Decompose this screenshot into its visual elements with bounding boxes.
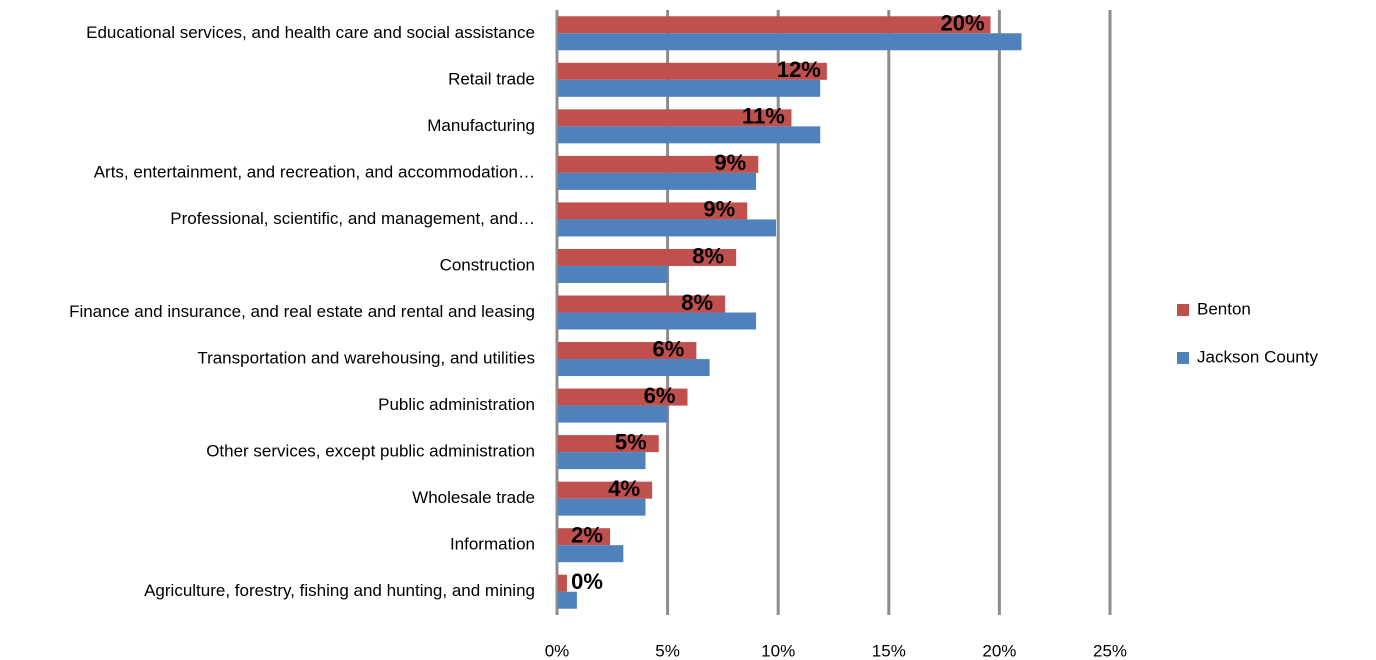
data-label: 9% bbox=[714, 150, 746, 175]
bar bbox=[557, 528, 611, 546]
bar bbox=[557, 202, 748, 220]
y-tick-label: Finance and insurance, and real estate a… bbox=[69, 302, 535, 321]
legend-swatch bbox=[1177, 304, 1189, 316]
bar bbox=[557, 545, 624, 563]
bar bbox=[557, 388, 688, 406]
bar bbox=[557, 405, 668, 423]
y-tick-label: Transportation and warehousing, and util… bbox=[197, 349, 535, 368]
bar bbox=[557, 498, 646, 516]
data-label: 8% bbox=[692, 243, 724, 268]
bar bbox=[557, 481, 653, 499]
data-label: 4% bbox=[608, 476, 640, 501]
bar bbox=[557, 312, 757, 330]
data-label: 6% bbox=[652, 336, 684, 361]
legend-label: Benton bbox=[1197, 299, 1251, 318]
bar bbox=[557, 248, 737, 266]
y-tick-label: Information bbox=[450, 535, 535, 554]
bar bbox=[557, 126, 821, 144]
y-tick-label: Public administration bbox=[378, 395, 535, 414]
y-tick-label: Educational services, and health care an… bbox=[86, 23, 535, 42]
bar bbox=[557, 219, 776, 237]
y-tick-label: Construction bbox=[440, 255, 535, 274]
bar bbox=[557, 62, 827, 80]
x-tick-label: 5% bbox=[655, 641, 680, 660]
bar bbox=[557, 265, 668, 283]
y-tick-label: Other services, except public administra… bbox=[206, 442, 535, 461]
x-tick-label: 25% bbox=[1093, 641, 1127, 660]
legend-label: Jackson County bbox=[1197, 347, 1318, 366]
bar bbox=[557, 452, 646, 470]
x-tick-label: 15% bbox=[872, 641, 906, 660]
y-tick-label: Manufacturing bbox=[427, 116, 535, 135]
data-label: 20% bbox=[941, 11, 985, 36]
data-label: 2% bbox=[571, 523, 603, 548]
y-tick-label: Arts, entertainment, and recreation, and… bbox=[94, 162, 535, 181]
bar bbox=[557, 435, 659, 453]
x-tick-label: 10% bbox=[761, 641, 795, 660]
bar bbox=[557, 33, 1022, 51]
x-tick-label: 0% bbox=[545, 641, 570, 660]
x-tick-label: 20% bbox=[982, 641, 1016, 660]
data-label: 8% bbox=[681, 290, 713, 315]
bar bbox=[557, 359, 710, 377]
bar bbox=[557, 16, 991, 34]
y-tick-label: Agriculture, forestry, fishing and hunti… bbox=[144, 581, 535, 600]
bar bbox=[557, 155, 759, 173]
data-label: 9% bbox=[703, 197, 735, 222]
bar bbox=[557, 574, 567, 592]
bar bbox=[557, 172, 757, 190]
data-label: 0% bbox=[571, 569, 603, 594]
data-label: 12% bbox=[777, 57, 821, 82]
bar bbox=[557, 295, 726, 313]
bar bbox=[557, 591, 577, 609]
y-tick-label: Retail trade bbox=[448, 69, 535, 88]
legend-swatch bbox=[1177, 352, 1189, 364]
bar bbox=[557, 109, 792, 127]
data-label: 11% bbox=[742, 104, 785, 129]
data-label: 5% bbox=[615, 429, 647, 454]
y-tick-label: Wholesale trade bbox=[412, 488, 535, 507]
bar bbox=[557, 79, 821, 97]
data-label: 6% bbox=[644, 383, 676, 408]
y-tick-label: Professional, scientific, and management… bbox=[170, 209, 535, 228]
bar bbox=[557, 342, 697, 360]
